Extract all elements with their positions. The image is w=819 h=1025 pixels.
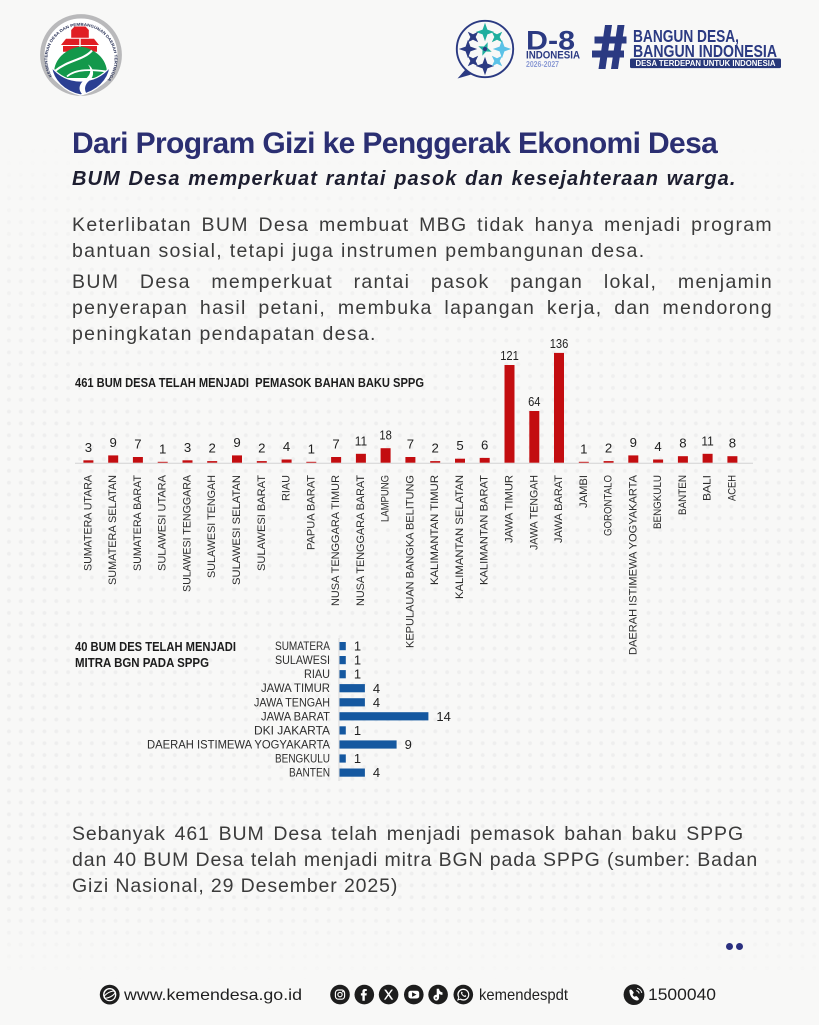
- svg-text:18: 18: [379, 428, 391, 443]
- svg-text:5: 5: [456, 438, 463, 453]
- svg-text:KALIMANTAN TIMUR: KALIMANTAN TIMUR: [429, 475, 441, 585]
- svg-text:INDONESIA: INDONESIA: [526, 50, 580, 62]
- svg-text:1: 1: [354, 723, 361, 738]
- svg-text:1: 1: [354, 653, 361, 668]
- svg-text:SULAWESI TENGGARA: SULAWESI TENGGARA: [182, 474, 194, 592]
- svg-text:1: 1: [354, 667, 361, 682]
- svg-text:KEPULAUAN BANGKA BELITUNG: KEPULAUAN BANGKA BELITUNG: [404, 475, 416, 648]
- svg-text:4: 4: [283, 439, 290, 454]
- svg-text:121: 121: [500, 348, 519, 363]
- svg-text:ACEH: ACEH: [726, 475, 738, 501]
- svg-text:KALIMANTAN SELATAN: KALIMANTAN SELATAN: [454, 475, 466, 599]
- svg-text:JAWA TENGAH: JAWA TENGAH: [528, 475, 540, 550]
- svg-text:BANGUN DESA,: BANGUN DESA,: [633, 26, 739, 46]
- svg-text:SUMATERA SELATAN: SUMATERA SELATAN: [107, 475, 119, 585]
- svg-text:136: 136: [550, 336, 569, 351]
- svg-text:2: 2: [432, 441, 439, 456]
- svg-text:JAWA TIMUR: JAWA TIMUR: [504, 475, 516, 543]
- svg-text:14: 14: [436, 709, 450, 724]
- svg-text:DAERAH ISTIMEWA YOGYAKARTA: DAERAH ISTIMEWA YOGYAKARTA: [627, 474, 639, 655]
- svg-text:DESA TERDEPAN UNTUK INDONESIA: DESA TERDEPAN UNTUK INDONESIA: [636, 58, 776, 68]
- svg-text:SUMATERA BARAT: SUMATERA BARAT: [132, 475, 144, 571]
- svg-text:MITRA BGN PADA SPPG: MITRA BGN PADA SPPG: [75, 655, 209, 670]
- svg-text:NUSA TENGGARA BARAT: NUSA TENGGARA BARAT: [355, 475, 367, 606]
- svg-text:SULAWESI TENGAH: SULAWESI TENGAH: [206, 475, 218, 578]
- svg-text:LAMPUNG: LAMPUNG: [380, 475, 392, 522]
- svg-text:BANTEN: BANTEN: [289, 768, 330, 780]
- svg-text:SULAWESI: SULAWESI: [275, 655, 330, 667]
- svg-text:7: 7: [407, 437, 414, 452]
- svg-text:40 BUM DES TELAH MENJADI: 40 BUM DES TELAH MENJADI: [75, 639, 236, 654]
- svg-text:1: 1: [159, 441, 166, 456]
- svg-text:4: 4: [373, 681, 380, 696]
- svg-text:2: 2: [605, 441, 612, 456]
- svg-text:1: 1: [354, 751, 361, 766]
- svg-text:BENGKULU: BENGKULU: [652, 475, 664, 529]
- svg-text:SUMATERA UTARA: SUMATERA UTARA: [82, 474, 94, 571]
- svg-text:9: 9: [405, 737, 412, 752]
- svg-text:SULAWESI UTARA: SULAWESI UTARA: [157, 474, 169, 571]
- svg-text:JAWA TENGAH: JAWA TENGAH: [254, 697, 330, 709]
- svg-text:2: 2: [258, 441, 265, 456]
- svg-text:4: 4: [373, 695, 380, 710]
- svg-text:1: 1: [354, 639, 361, 654]
- svg-text:JAWA BARAT: JAWA BARAT: [261, 711, 330, 723]
- svg-text:JAWA TIMUR: JAWA TIMUR: [261, 683, 330, 695]
- svg-text:11: 11: [701, 433, 713, 448]
- svg-text:9: 9: [630, 435, 637, 450]
- svg-text:BANGUN INDONESIA: BANGUN INDONESIA: [633, 41, 777, 61]
- svg-text:8: 8: [729, 436, 736, 451]
- svg-text:SULAWESI BARAT: SULAWESI BARAT: [256, 475, 268, 571]
- svg-text:7: 7: [332, 437, 339, 452]
- svg-text:6: 6: [481, 437, 488, 452]
- svg-text:3: 3: [184, 440, 191, 455]
- svg-text:11: 11: [355, 433, 367, 448]
- svg-text:2026-2027: 2026-2027: [526, 59, 559, 69]
- svg-text:RIAU: RIAU: [304, 669, 330, 681]
- svg-text:9: 9: [110, 435, 117, 450]
- svg-text:64: 64: [528, 394, 540, 409]
- svg-text:3: 3: [85, 440, 92, 455]
- svg-text:NUSA TENGGARA TIMUR: NUSA TENGGARA TIMUR: [330, 475, 342, 606]
- svg-text:JAMBI: JAMBI: [578, 475, 590, 508]
- svg-text:JAWA BARAT: JAWA BARAT: [553, 475, 565, 543]
- svg-text:9: 9: [233, 435, 240, 450]
- svg-text:kemendespdt: kemendespdt: [479, 987, 569, 1004]
- svg-text:1: 1: [580, 441, 587, 456]
- svg-text:GORONTALO: GORONTALO: [603, 475, 615, 536]
- svg-text:PAPUA BARAT: PAPUA BARAT: [305, 475, 317, 550]
- svg-text:2: 2: [209, 441, 216, 456]
- svg-text:1: 1: [308, 441, 315, 456]
- svg-text:D-8: D-8: [526, 26, 575, 56]
- svg-text:7: 7: [134, 437, 141, 452]
- svg-text:1500040: 1500040: [648, 986, 716, 1004]
- svg-text:KALIMANTAN BARAT: KALIMANTAN BARAT: [479, 475, 491, 585]
- svg-text:4: 4: [373, 765, 380, 780]
- svg-text:RIAU: RIAU: [281, 475, 293, 501]
- svg-text:461 BUM DESA TELAH MENJADI PE: 461 BUM DESA TELAH MENJADI PEMASOK BAHAN…: [75, 375, 424, 390]
- svg-text:BANTEN: BANTEN: [677, 475, 689, 515]
- svg-text:BENGKULU: BENGKULU: [275, 754, 330, 766]
- svg-text:DAERAH ISTIMEWA YOGYAKARTA: DAERAH ISTIMEWA YOGYAKARTA: [147, 740, 330, 752]
- svg-text:www.kemendesa.go.id: www.kemendesa.go.id: [123, 987, 302, 1004]
- svg-text:SUMATERA: SUMATERA: [275, 641, 330, 653]
- svg-text:4: 4: [654, 439, 661, 454]
- svg-text:DKI JAKARTA: DKI JAKARTA: [254, 725, 330, 737]
- svg-text:8: 8: [679, 436, 686, 451]
- svg-text:BALI: BALI: [702, 475, 714, 501]
- svg-text:SULAWESI SELATAN: SULAWESI SELATAN: [231, 475, 243, 585]
